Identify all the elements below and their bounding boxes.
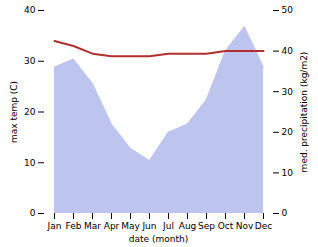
svg-text:20: 20 <box>24 107 36 117</box>
svg-text:30: 30 <box>282 87 294 97</box>
svg-text:Jul: Jul <box>162 221 174 231</box>
svg-text:May: May <box>121 221 140 231</box>
svg-text:Mar: Mar <box>84 221 101 231</box>
svg-text:Jan: Jan <box>47 221 62 231</box>
svg-text:Dec: Dec <box>255 221 272 231</box>
svg-text:0: 0 <box>30 208 36 218</box>
svg-text:10: 10 <box>282 168 294 178</box>
svg-text:date (month): date (month) <box>129 234 188 244</box>
svg-text:med. precipitation (kg/m2): med. precipitation (kg/m2) <box>299 52 309 173</box>
svg-text:Nov: Nov <box>236 221 254 231</box>
svg-text:40: 40 <box>24 5 36 15</box>
svg-text:50: 50 <box>282 5 294 15</box>
svg-text:20: 20 <box>282 127 294 137</box>
svg-text:Aug: Aug <box>179 221 197 231</box>
svg-text:Apr: Apr <box>104 221 120 231</box>
svg-text:Feb: Feb <box>66 221 82 231</box>
svg-text:Sep: Sep <box>198 221 215 231</box>
svg-text:40: 40 <box>282 46 294 56</box>
svg-text:max temp (C): max temp (C) <box>9 81 19 143</box>
svg-text:0: 0 <box>282 208 288 218</box>
svg-text:10: 10 <box>24 158 36 168</box>
svg-text:30: 30 <box>24 56 36 66</box>
svg-text:Oct: Oct <box>218 221 234 231</box>
svg-text:Jun: Jun <box>141 221 156 231</box>
